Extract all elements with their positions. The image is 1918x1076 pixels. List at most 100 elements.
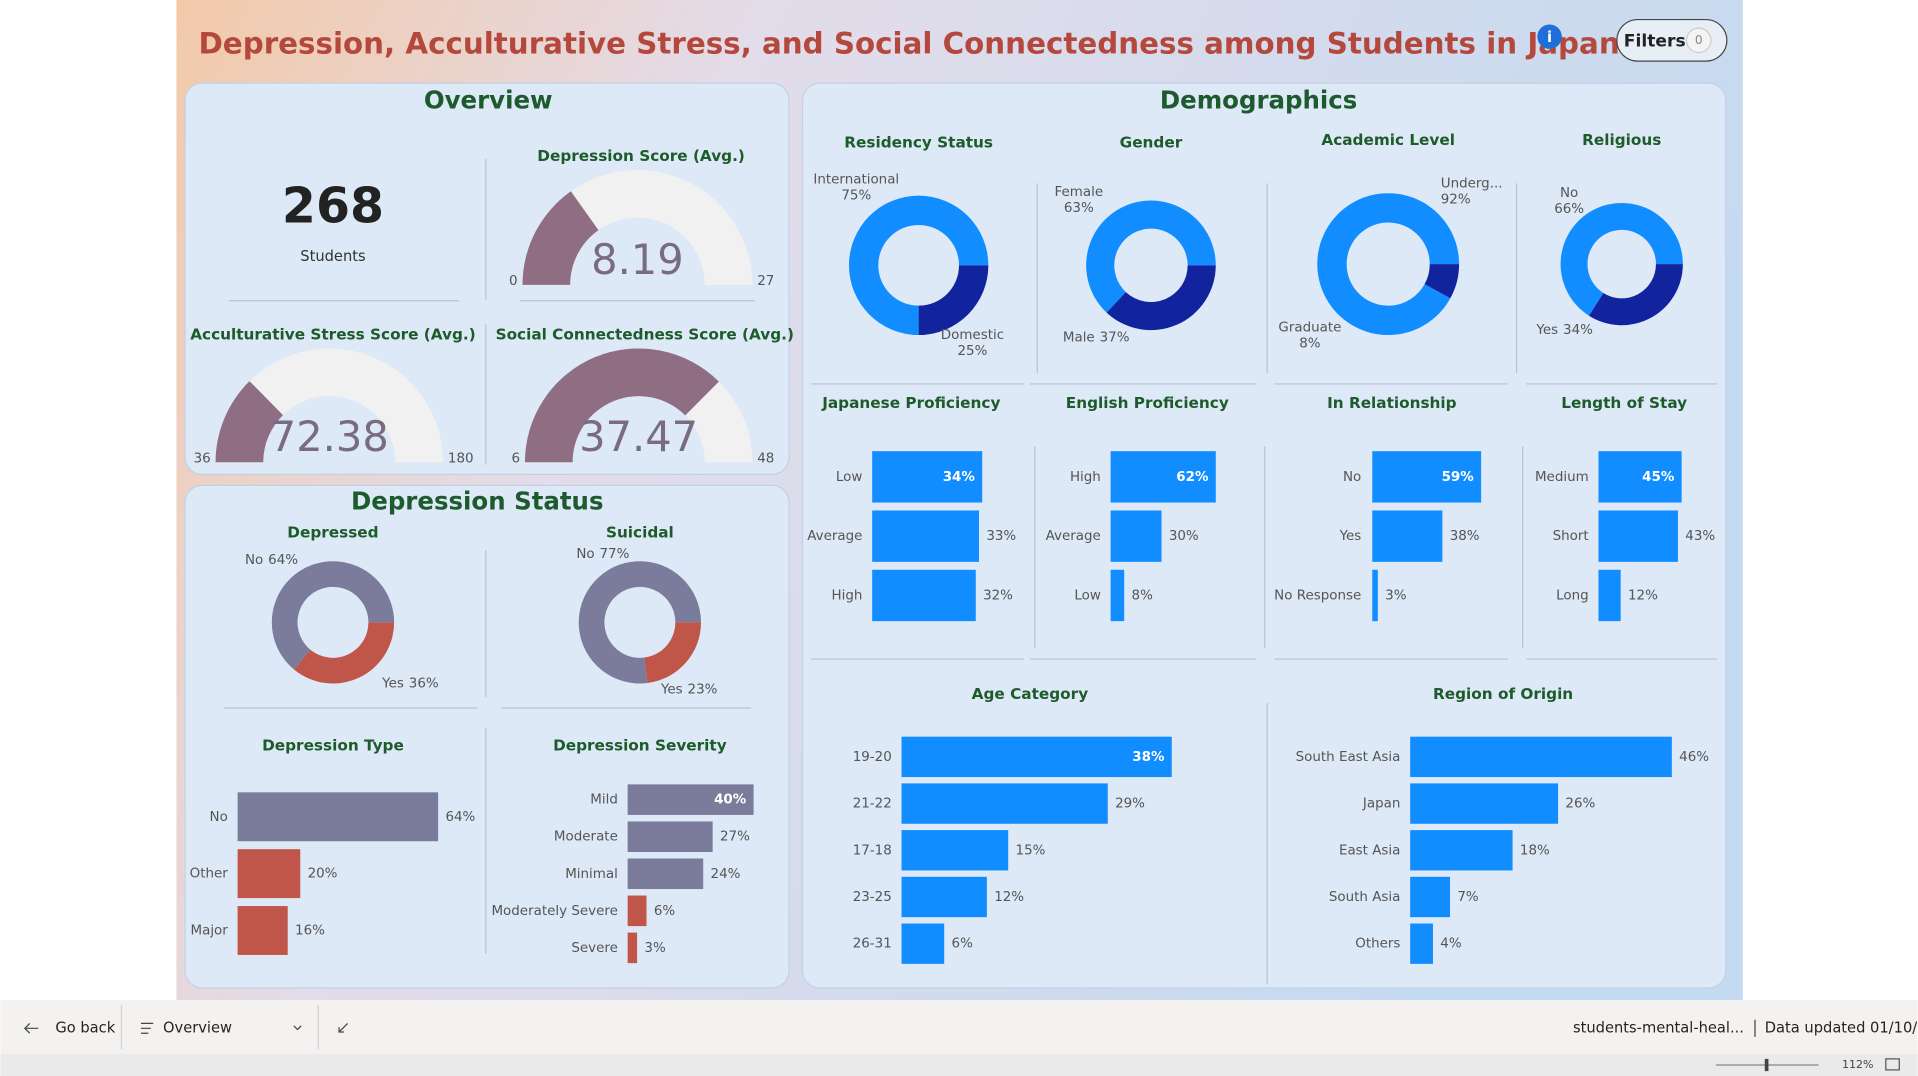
bar-value: 62%: [1176, 470, 1209, 485]
bar-category: 23-25: [853, 890, 892, 905]
bar-category: Long: [1556, 588, 1589, 603]
bar-category: 19-20: [853, 750, 892, 765]
filters-count: 0: [1695, 33, 1703, 47]
kpi-value: 268: [282, 178, 384, 235]
bar-value: 45%: [1642, 470, 1675, 485]
chevron[interactable]: [293, 1025, 302, 1031]
zoom-level: 112%: [1842, 1058, 1873, 1071]
donut-slice: [293, 622, 395, 684]
page-selector[interactable]: Overview: [163, 1019, 232, 1036]
gauge-value: 8.19: [591, 235, 684, 284]
bar: [627, 895, 647, 927]
bar-category: Major: [190, 923, 228, 938]
bar: [1598, 569, 1621, 622]
page-icon: [140, 1022, 154, 1034]
bar-value: 64%: [445, 810, 475, 825]
donut-slice: [1086, 200, 1216, 313]
bar-category: Low: [1074, 588, 1100, 603]
bar-value: 6%: [654, 904, 676, 919]
bar-value: 7%: [1457, 890, 1479, 905]
bar-value: 26%: [1565, 797, 1595, 812]
bar-value: 3%: [1385, 588, 1407, 603]
gauge-max: 180: [448, 452, 474, 467]
slice-value: 25%: [958, 344, 988, 359]
slice-value: 23%: [688, 683, 718, 698]
bar-value: 29%: [1115, 797, 1145, 812]
go-back[interactable]: Go back: [55, 1019, 115, 1036]
bar: [1410, 923, 1433, 964]
bar-value: 27%: [720, 830, 750, 845]
slice-value: 92%: [1441, 192, 1471, 207]
bar-value: 4%: [1440, 937, 1462, 952]
info-icon-glyph: i: [1547, 29, 1552, 46]
bar-category: 17-18: [853, 843, 892, 858]
bar: [627, 932, 638, 964]
donut-slice: [1424, 264, 1460, 299]
bar: [627, 784, 754, 815]
slice-value: 34%: [1563, 323, 1593, 338]
bar-category: Low: [836, 470, 862, 485]
bar-value: 43%: [1685, 529, 1715, 544]
bar-value: 46%: [1679, 750, 1709, 765]
chart-title: In Relationship: [1327, 394, 1457, 412]
gauge-fill: [524, 348, 719, 463]
bar: [872, 569, 976, 622]
bar-category: East Asia: [1339, 843, 1400, 858]
slice-value: 64%: [268, 553, 298, 568]
back-arrow[interactable]: [23, 1022, 39, 1034]
bar-value: 12%: [1628, 588, 1658, 603]
bar: [872, 510, 979, 562]
bar-category: South Asia: [1329, 890, 1401, 905]
bar: [627, 821, 713, 852]
donut-slice: [918, 265, 989, 336]
donut-slice: [1317, 193, 1460, 336]
collapse-icon[interactable]: [338, 1022, 349, 1033]
section-title: Depression Status: [351, 487, 604, 516]
bar: [1372, 451, 1482, 503]
bar: [627, 858, 704, 890]
bar-value: 30%: [1169, 529, 1199, 544]
bar: [901, 830, 1009, 871]
bar-category: Minimal: [565, 867, 618, 882]
gauge-track: [249, 348, 444, 463]
bar-category: 26-31: [853, 937, 892, 952]
bar: [901, 876, 987, 918]
slice-label: Underg...: [1441, 176, 1503, 191]
chart-title: Social Connectedness Score (Avg.): [496, 326, 794, 344]
zoom-thumb[interactable]: [1764, 1058, 1769, 1072]
status-bar: [0, 1053, 1918, 1076]
slice-label: Female: [1055, 185, 1104, 200]
bar-value: 38%: [1132, 750, 1165, 765]
bar-category: No: [210, 810, 228, 825]
bar: [1410, 783, 1559, 824]
bar-value: 15%: [1016, 843, 1046, 858]
slice-label: Graduate: [1278, 321, 1341, 336]
footer-bar: [0, 1000, 1918, 1054]
bar: [1410, 830, 1513, 871]
bar-value: 38%: [1450, 529, 1480, 544]
bar-value: 33%: [986, 529, 1016, 544]
bar-category: Others: [1355, 937, 1400, 952]
gauge-value: 37.47: [579, 412, 698, 461]
donut-slice: [578, 561, 702, 684]
slice-value: 77%: [600, 547, 630, 562]
bar: [237, 849, 301, 899]
chart-title: Academic Level: [1321, 131, 1455, 149]
bar-category: Yes: [1339, 529, 1362, 544]
bar-category: Short: [1553, 529, 1589, 544]
bar-category: Severe: [571, 941, 618, 956]
bar-category: High: [832, 588, 863, 603]
bar-category: Japan: [1362, 797, 1400, 812]
chart-title: Religious: [1582, 131, 1661, 149]
bar: [237, 906, 288, 955]
slice-label: Male: [1063, 330, 1095, 345]
bar-value: 24%: [711, 867, 741, 882]
bar-value: 59%: [1442, 470, 1475, 485]
gauge-min: 36: [194, 452, 211, 467]
fit-page-icon[interactable]: [1885, 1058, 1900, 1071]
bar-category: High: [1070, 470, 1101, 485]
info-icon[interactable]: [1537, 24, 1562, 49]
chart-title: Japanese Proficiency: [821, 394, 1000, 412]
